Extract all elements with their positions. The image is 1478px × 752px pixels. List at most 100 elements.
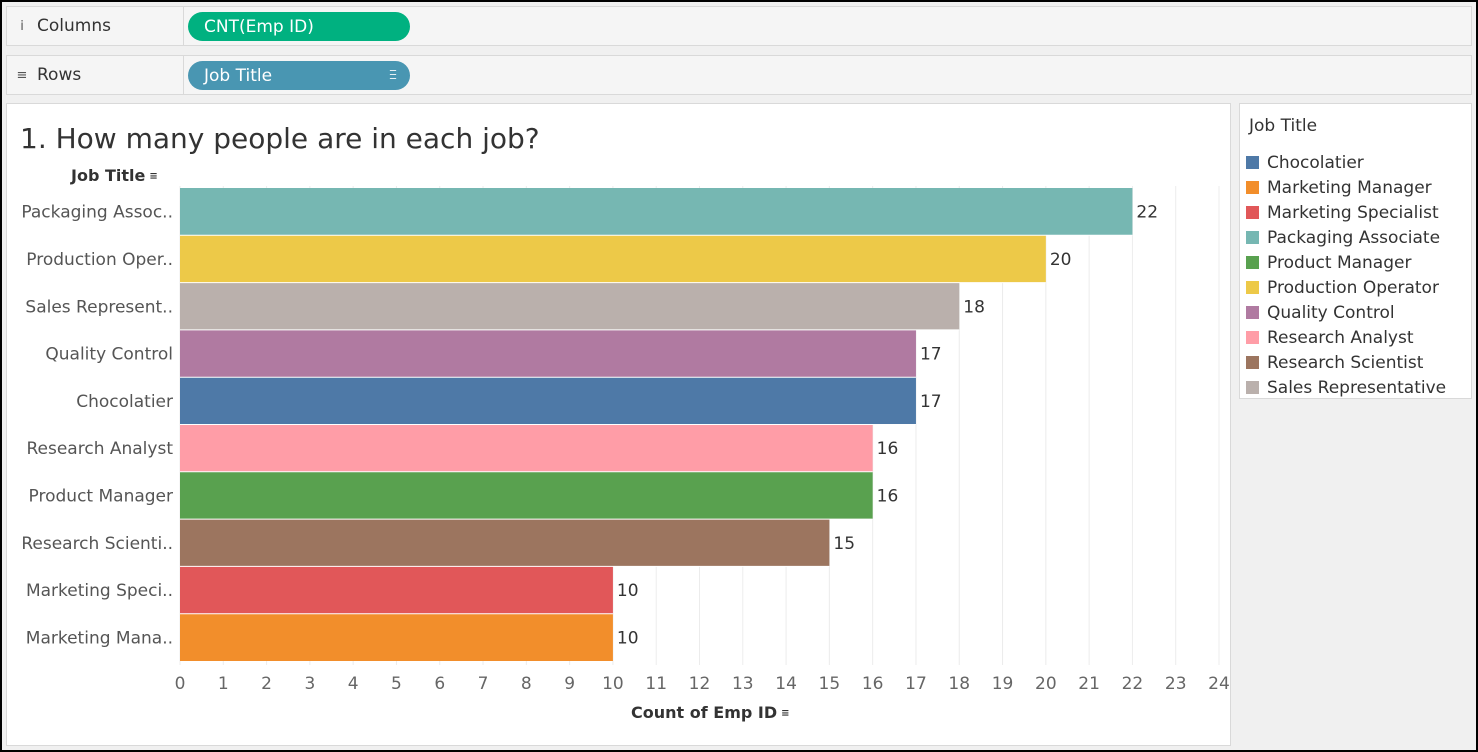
x-tick-label: 2: [261, 674, 272, 694]
bar[interactable]: [180, 471, 873, 520]
x-tick-label: 1: [218, 674, 229, 694]
x-axis-title[interactable]: Count of Emp ID ≡: [631, 703, 790, 722]
chart-pane: 1. How many people are in each job? Job …: [6, 103, 1231, 746]
legend-title: Job Title: [1249, 116, 1318, 136]
legend-swatch: [1246, 331, 1259, 344]
legend-item-label: Sales Representative: [1267, 377, 1447, 398]
y-axis-title-text: Job Title: [71, 166, 146, 185]
legend-item-label: Product Manager: [1267, 252, 1412, 273]
legend-item-label: Production Operator: [1267, 277, 1439, 298]
y-axis-title[interactable]: Job Title ≡: [71, 166, 158, 185]
legend-item[interactable]: Chocolatier: [1246, 150, 1446, 175]
x-tick-label: 21: [1078, 674, 1100, 694]
x-tick-label: 12: [689, 674, 711, 694]
x-tick-label: 20: [1035, 674, 1057, 694]
bar[interactable]: [180, 377, 916, 425]
legend-item[interactable]: Product Manager: [1246, 250, 1446, 275]
legend-swatch: [1246, 231, 1259, 244]
legend-swatch: [1246, 381, 1259, 394]
x-tick-label: 17: [905, 674, 927, 694]
category-label: Research Analyst: [26, 439, 173, 459]
legend-item[interactable]: Research Analyst: [1246, 325, 1446, 350]
legend-item[interactable]: Research Scientist: [1246, 350, 1446, 375]
bar[interactable]: [180, 188, 1133, 236]
rows-pill-text: Job Title: [204, 65, 273, 86]
category-label: Production Oper..: [26, 250, 173, 270]
category-label: Research Scienti..: [21, 534, 173, 554]
legend-item-label: Packaging Associate: [1267, 227, 1441, 248]
category-label: Marketing Mana..: [26, 628, 173, 648]
x-tick-label: 11: [645, 674, 667, 694]
bar[interactable]: [180, 566, 613, 614]
data-label: 16: [877, 486, 899, 506]
bar[interactable]: [180, 613, 613, 661]
legend-swatch: [1246, 181, 1259, 194]
x-tick-label: 15: [819, 674, 841, 694]
bar[interactable]: [180, 282, 960, 330]
x-tick-label: 8: [521, 674, 532, 694]
data-label: 17: [920, 392, 942, 412]
data-label: 10: [617, 581, 639, 601]
legend-item-label: Marketing Specialist: [1267, 202, 1439, 223]
legend-swatch: [1246, 156, 1259, 169]
columns-shelf[interactable]: ⅰ Columns CNT(Emp ID): [6, 6, 1472, 46]
legend-item[interactable]: Sales Representative: [1246, 375, 1446, 400]
category-label: Marketing Speci..: [26, 581, 173, 601]
x-tick-label: 24: [1208, 674, 1230, 694]
category-label: Quality Control: [45, 345, 173, 365]
legend-item[interactable]: Marketing Manager: [1246, 175, 1446, 200]
data-label: 16: [877, 439, 899, 459]
rows-shelf[interactable]: ≡ Rows Job Title ─ ─ ─: [6, 55, 1472, 95]
legend-list: Chocolatier Marketing Manager Marketing Sp…: [1246, 150, 1446, 400]
legend-swatch: [1246, 306, 1259, 319]
sort-icon[interactable]: ≡: [781, 708, 790, 719]
legend-item-label: Research Scientist: [1267, 352, 1424, 373]
category-label: Product Manager: [29, 486, 173, 506]
x-tick-label: 14: [775, 674, 797, 694]
x-tick-label: 0: [175, 674, 186, 694]
data-label: 17: [920, 345, 942, 365]
rows-label-text: Rows: [37, 65, 82, 85]
chart-title: 1. How many people are in each job?: [20, 122, 540, 155]
cnt-emp-id-pill[interactable]: CNT(Emp ID): [188, 12, 410, 41]
bar[interactable]: [180, 235, 1046, 283]
job-title-pill[interactable]: Job Title ─ ─ ─: [188, 61, 410, 90]
bar[interactable]: [180, 424, 873, 472]
category-label: Sales Represent..: [25, 297, 173, 317]
legend-item[interactable]: Marketing Specialist: [1246, 200, 1446, 225]
legend-swatch: [1246, 356, 1259, 369]
data-label: 20: [1050, 250, 1072, 270]
legend-item-label: Chocolatier: [1267, 152, 1364, 173]
legend-item[interactable]: Production Operator: [1246, 275, 1446, 300]
data-label: 15: [833, 534, 855, 554]
x-tick-label: 10: [602, 674, 624, 694]
sort-descending-icon[interactable]: ─ ─ ─: [389, 66, 396, 85]
data-label: 18: [963, 297, 985, 317]
legend-swatch: [1246, 256, 1259, 269]
sort-icon[interactable]: ≡: [149, 171, 158, 182]
x-tick-label: 23: [1165, 674, 1187, 694]
x-tick-label: 7: [478, 674, 489, 694]
legend-item-label: Marketing Manager: [1267, 177, 1432, 198]
legend-item-label: Quality Control: [1267, 302, 1395, 323]
bar[interactable]: [180, 519, 830, 567]
x-tick-label: 13: [732, 674, 754, 694]
x-tick-label: 4: [348, 674, 359, 694]
rows-shelf-label: ≡ Rows: [7, 56, 184, 94]
category-label: Chocolatier: [76, 392, 173, 412]
bar[interactable]: [180, 329, 916, 378]
category-label: Packaging Assoc..: [21, 203, 173, 223]
x-tick-label: 9: [564, 674, 575, 694]
columns-pill-text: CNT(Emp ID): [204, 16, 314, 37]
x-tick-label: 6: [434, 674, 445, 694]
x-tick-label: 5: [391, 674, 402, 694]
data-label: 22: [1136, 203, 1158, 223]
columns-label-text: Columns: [37, 16, 111, 36]
legend-item[interactable]: Quality Control: [1246, 300, 1446, 325]
legend-item-label: Research Analyst: [1267, 327, 1414, 348]
data-label: 10: [617, 628, 639, 648]
rows-icon: ≡: [16, 67, 28, 83]
x-tick-label: 22: [1122, 674, 1144, 694]
legend-item[interactable]: Packaging Associate: [1246, 225, 1446, 250]
